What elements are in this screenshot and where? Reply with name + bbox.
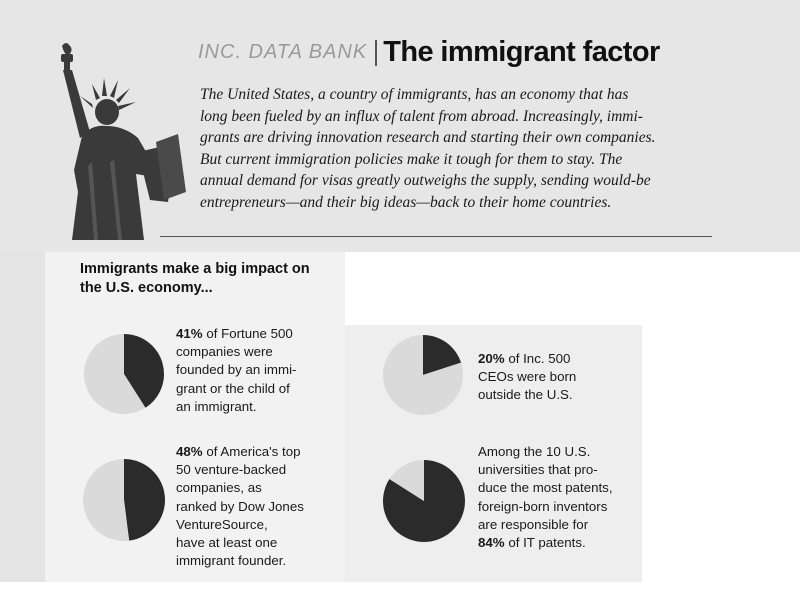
subhead-line: the U.S. economy... (80, 280, 213, 296)
subhead-line: Immigrants make a big impact on (80, 261, 310, 277)
caption-line: ranked by Dow Jones (176, 498, 304, 514)
caption-venture-backed: 48% of America's top 50 venture-backed c… (176, 443, 304, 570)
caption-line: founded by an immi- (176, 362, 297, 378)
pie-slice-remainder (383, 335, 463, 415)
pie-chart-venture-backed (83, 459, 166, 541)
caption-it-patents: Among the 10 U.S. universities that pro-… (478, 443, 613, 552)
pie-slice-highlight (124, 459, 166, 541)
stat-highlight: 48% (176, 444, 203, 459)
caption-line: Among the 10 U.S. (478, 444, 591, 459)
pie-slice-highlight (124, 334, 164, 408)
caption-line: duce the most patents, (478, 480, 613, 496)
bottom-margin (45, 582, 645, 600)
intro-line: grants are driving innovation research a… (200, 129, 656, 146)
caption-line: have at least one (176, 535, 278, 551)
caption-line: 50 venture-backed (176, 462, 287, 478)
pie-slice-remainder (83, 459, 130, 541)
header-rule (160, 236, 712, 237)
caption-line: foreign-born inventors (478, 498, 608, 514)
pie-slice-highlight (423, 335, 462, 375)
pie-chart-it-patents (383, 460, 465, 542)
pie-chart-fortune-500 (84, 334, 164, 414)
caption-line: VentureSource, (176, 516, 268, 532)
caption-line: an immigrant. (176, 398, 257, 414)
intro-paragraph: The United States, a country of immigran… (200, 84, 700, 213)
caption-line: universities that pro- (478, 462, 598, 478)
caption-line: of Fortune 500 (202, 326, 293, 341)
caption-line: CEOs were born (478, 369, 577, 385)
section-kicker: INC. DATA BANK (198, 41, 368, 63)
caption-line: companies, as (176, 480, 262, 496)
pie-slice-remainder (84, 334, 146, 414)
intro-line: But current immigration policies make it… (200, 150, 623, 168)
intro-line: The United States, a country of immigran… (200, 86, 629, 103)
caption-line: of IT patents. (504, 535, 586, 551)
caption-line: immigrant founder. (176, 553, 287, 569)
intro-line: annual demand for visas greatly outweigh… (200, 172, 651, 189)
stat-highlight: 84% (478, 535, 505, 551)
caption-line: of Inc. 500 (504, 351, 571, 366)
caption-line: are responsible for (478, 516, 589, 532)
page-title: The immigrant factor (383, 36, 660, 68)
caption-line: of America's top (202, 444, 301, 459)
pie-chart-inc-500-ceos (383, 335, 463, 415)
caption-line: outside the U.S. (478, 387, 573, 403)
intro-line: long been fueled by an influx of talent … (200, 107, 643, 125)
caption-line: grant or the child of (176, 380, 290, 396)
stat-highlight: 20% (478, 351, 505, 366)
section-subhead: Immigrants make a big impact on the U.S.… (80, 260, 340, 298)
header-divider (375, 39, 378, 66)
stat-highlight: 41% (176, 326, 203, 341)
caption-line: companies were (176, 344, 273, 360)
intro-line: entrepreneurs—and their big ideas—back t… (200, 193, 612, 211)
caption-fortune-500: 41% of Fortune 500 companies were founde… (176, 325, 296, 416)
caption-inc-500-ceos: 20% of Inc. 500 CEOs were born outside t… (478, 350, 576, 405)
header: INC. DATA BANK The immigrant factor (198, 36, 718, 76)
pie-slice-remainder (389, 460, 424, 501)
statue-of-liberty-illustration (61, 43, 186, 240)
